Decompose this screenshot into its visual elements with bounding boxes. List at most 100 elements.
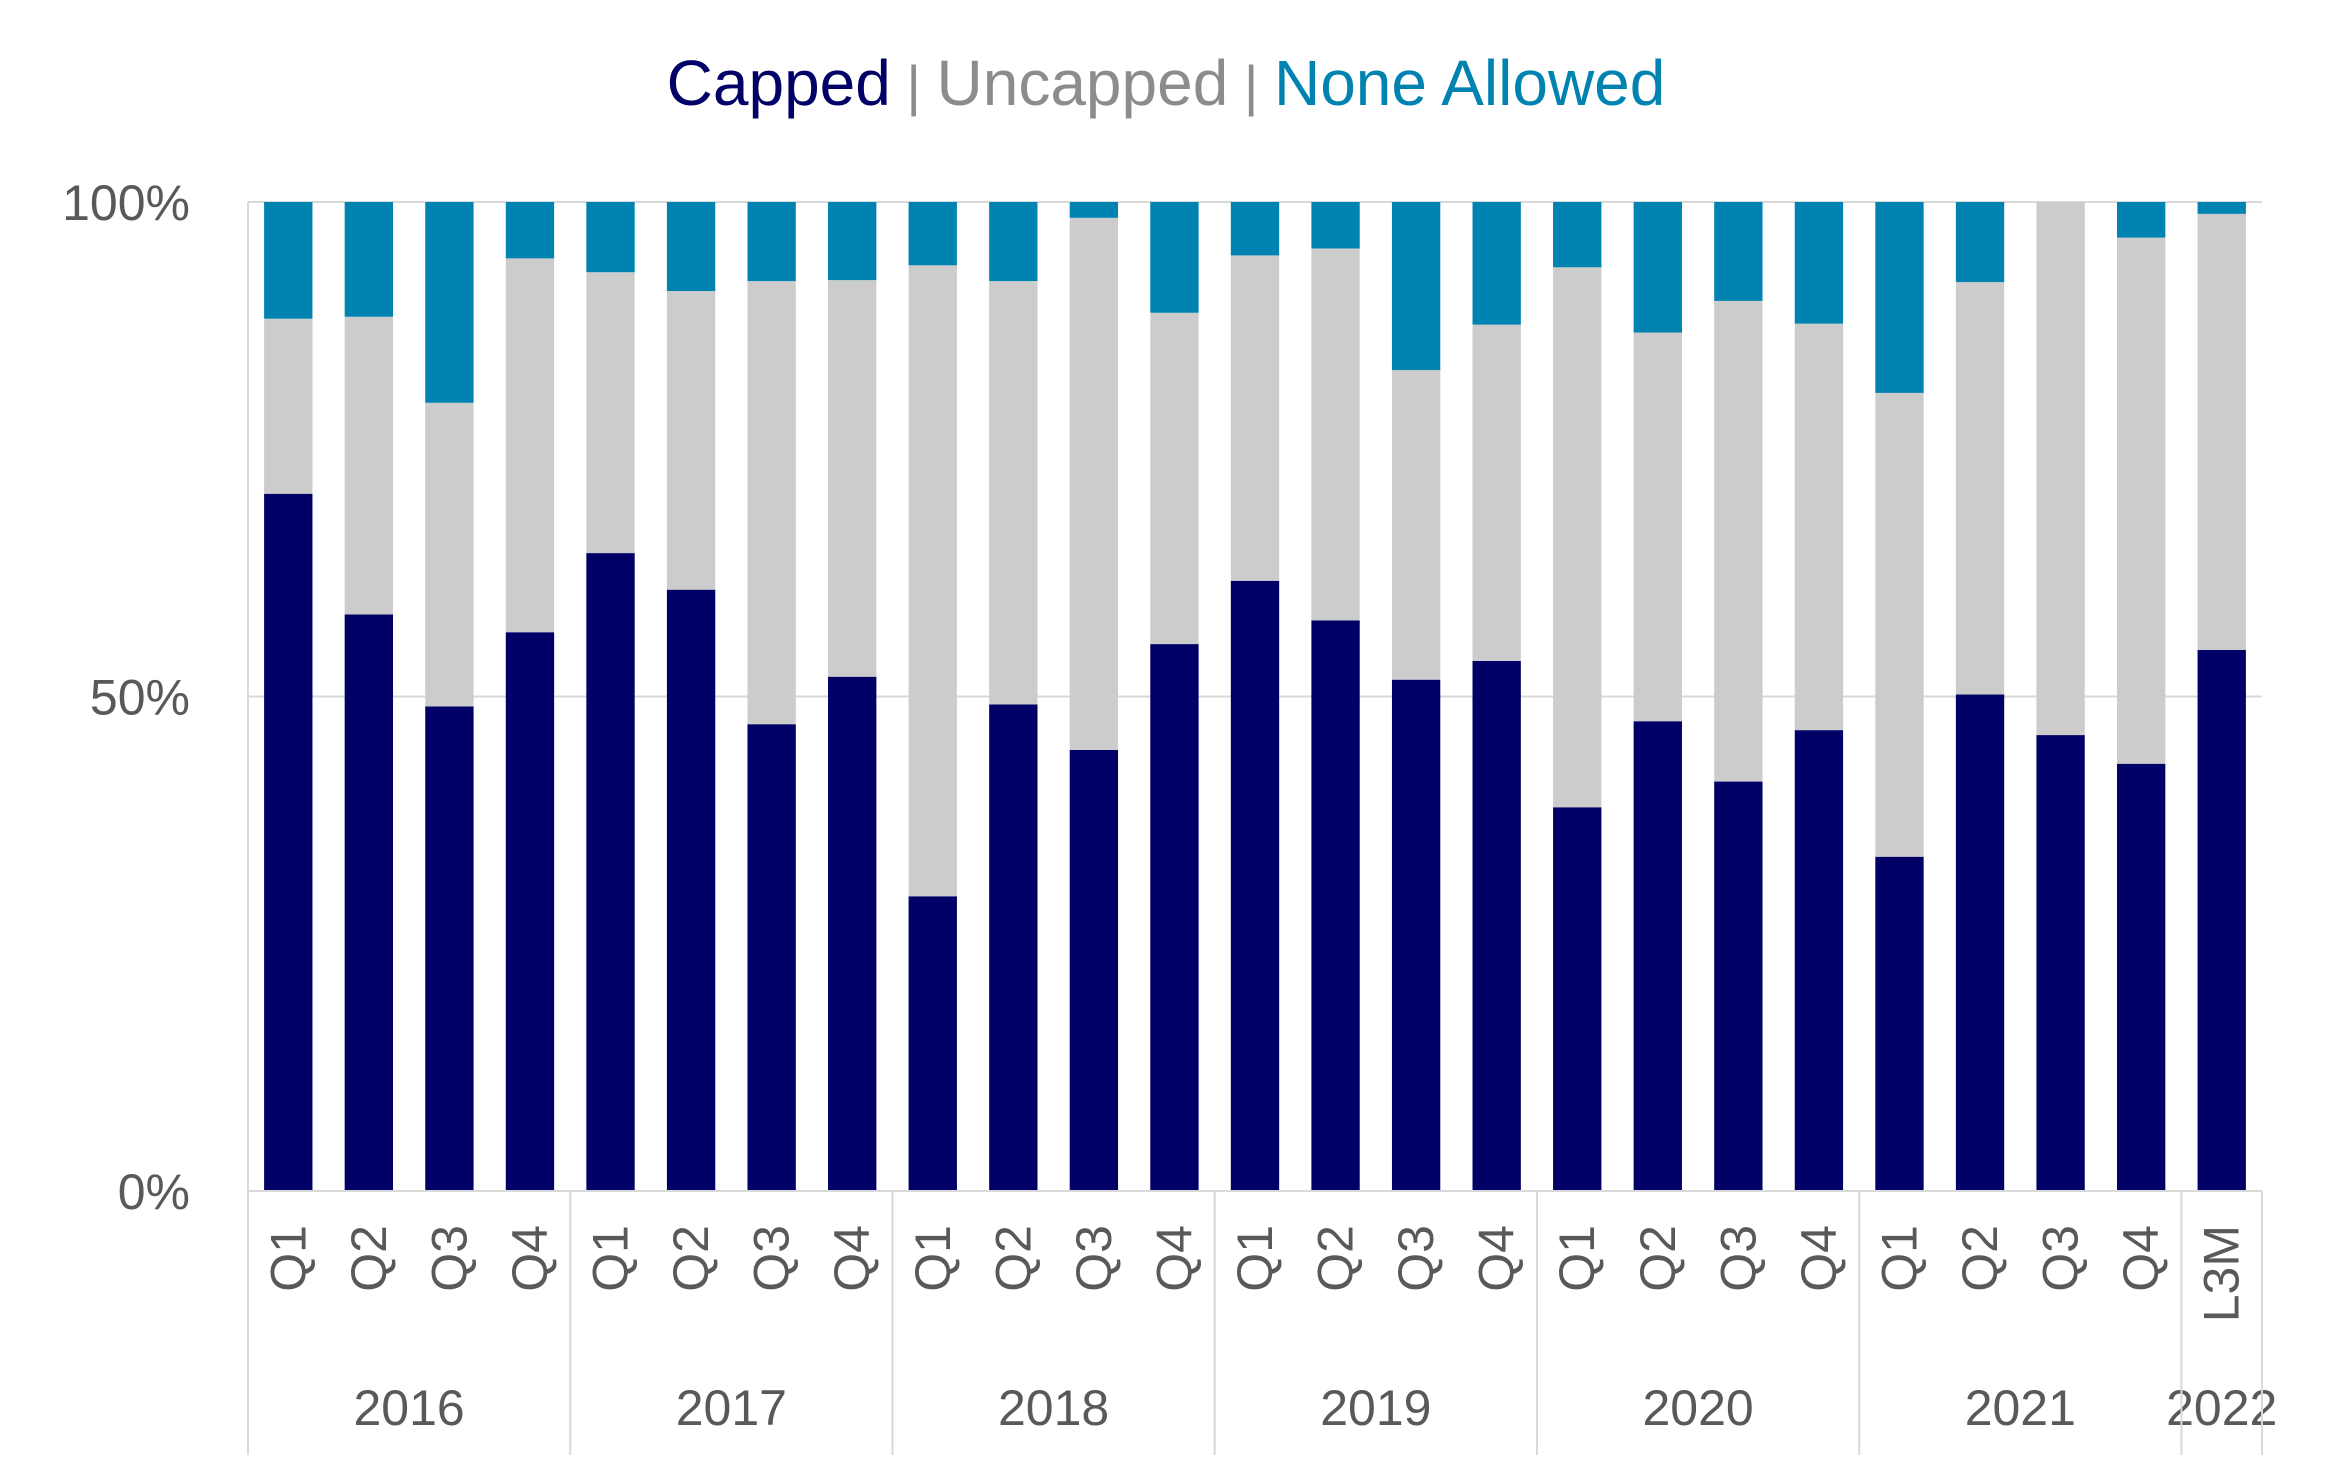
bar-none-allowed — [586, 202, 635, 273]
x-tick-label: Q4 — [1791, 1225, 1847, 1292]
bar-uncapped — [1955, 282, 2005, 695]
bar-none-allowed — [989, 202, 1038, 282]
x-tick-label: Q2 — [985, 1225, 1041, 1292]
bar-uncapped — [425, 402, 474, 707]
x-tick-label: Q3 — [744, 1225, 800, 1292]
bar-uncapped — [1230, 255, 1280, 581]
bar-capped — [1875, 856, 1924, 1191]
bar-capped — [2197, 650, 2246, 1191]
bar-uncapped — [828, 280, 877, 677]
bar-none-allowed — [505, 202, 555, 259]
bar-none-allowed — [264, 202, 313, 319]
bar-capped — [2116, 763, 2166, 1191]
bar-capped — [1311, 620, 1360, 1191]
bar-capped — [1955, 694, 2005, 1191]
y-tick-label: 100% — [62, 175, 190, 231]
bar-capped — [1472, 660, 1521, 1191]
x-group-label: 2016 — [354, 1380, 465, 1436]
bar-capped — [1714, 781, 1763, 1191]
bar-none-allowed — [1069, 202, 1119, 218]
x-tick-label: Q4 — [1146, 1225, 1202, 1292]
bar-uncapped — [1069, 217, 1119, 750]
x-tick-label: Q3 — [1388, 1225, 1444, 1292]
x-group-label: 2022 — [2166, 1380, 2277, 1436]
x-tick-label: Q2 — [1952, 1225, 2008, 1292]
y-tick-label: 50% — [90, 670, 190, 726]
chart-legend: Capped | Uncapped | None Allowed — [667, 47, 1666, 119]
bar-capped — [828, 676, 877, 1191]
legend-item-uncapped: Uncapped — [937, 47, 1229, 119]
bar-none-allowed — [1472, 202, 1521, 325]
bar-none-allowed — [1955, 202, 2005, 283]
bar-capped — [425, 706, 474, 1191]
bar-uncapped — [2036, 202, 2085, 736]
bar-capped — [989, 704, 1038, 1191]
bar-capped — [1633, 721, 1682, 1191]
x-tick-label: Q1 — [1549, 1225, 1605, 1292]
bar-uncapped — [344, 316, 394, 615]
x-group-label: 2017 — [676, 1380, 787, 1436]
bar-uncapped — [1391, 370, 1441, 680]
bar-capped — [666, 589, 716, 1191]
bar-capped — [1230, 580, 1280, 1191]
bar-capped — [1553, 807, 1602, 1191]
bar-none-allowed — [1714, 202, 1763, 301]
bar-uncapped — [1150, 312, 1199, 645]
bar-none-allowed — [1230, 202, 1280, 256]
x-tick-label: Q4 — [1469, 1225, 1525, 1292]
x-tick-label: Q3 — [421, 1225, 477, 1292]
x-group-label: 2021 — [1965, 1380, 2076, 1436]
legend-separator: | — [1228, 54, 1274, 117]
bar-none-allowed — [344, 202, 394, 317]
bar-uncapped — [1553, 267, 1602, 808]
x-tick-label: Q1 — [1227, 1225, 1283, 1292]
x-tick-label: Q4 — [2113, 1225, 2169, 1292]
bar-uncapped — [1714, 300, 1763, 782]
bar-capped — [1069, 749, 1119, 1191]
bar-capped — [264, 493, 313, 1191]
bar-capped — [747, 724, 796, 1191]
bar-uncapped — [989, 281, 1038, 705]
x-group-label: 2020 — [1642, 1380, 1753, 1436]
x-group-label: 2018 — [998, 1380, 1109, 1436]
bar-capped — [1794, 730, 1844, 1191]
bar-uncapped — [2116, 237, 2166, 764]
bar-uncapped — [2197, 213, 2246, 651]
bar-none-allowed — [1633, 202, 1682, 333]
bar-none-allowed — [1150, 202, 1199, 313]
x-tick-label: Q1 — [1871, 1225, 1927, 1292]
bar-uncapped — [908, 265, 957, 897]
x-tick-label: Q3 — [2033, 1225, 2089, 1292]
bar-none-allowed — [1875, 202, 1924, 393]
bar-capped — [908, 896, 957, 1191]
bar-uncapped — [586, 272, 635, 554]
legend-item-none-allowed: None Allowed — [1274, 47, 1665, 119]
legend-item-capped: Capped — [667, 47, 891, 119]
bar-uncapped — [1875, 392, 1924, 857]
bar-none-allowed — [908, 202, 957, 266]
x-tick-label: Q1 — [260, 1225, 316, 1292]
bar-capped — [1391, 679, 1441, 1191]
bar-none-allowed — [1794, 202, 1844, 324]
bar-none-allowed — [1553, 202, 1602, 268]
x-tick-label: Q2 — [1308, 1225, 1364, 1292]
bar-none-allowed — [666, 202, 716, 292]
bar-capped — [1150, 644, 1199, 1191]
bars — [264, 202, 2246, 1191]
bar-none-allowed — [425, 202, 474, 403]
bar-none-allowed — [1311, 202, 1360, 249]
bar-uncapped — [747, 281, 796, 725]
legend-title: Capped | Uncapped | None Allowed — [667, 47, 1666, 119]
bar-uncapped — [1633, 332, 1682, 722]
bar-capped — [2036, 735, 2085, 1191]
axes: 0% 50% 100% Q1 Q2 Q3 Q4 Q1 Q2 Q3 Q4 Q1 Q2 Q3 Q4 Q1 Q2 Q3 Q… — [62, 175, 2277, 1455]
bar-capped — [505, 632, 555, 1191]
bar-uncapped — [1311, 248, 1360, 621]
bar-none-allowed — [2197, 202, 2246, 214]
x-tick-label: Q2 — [341, 1225, 397, 1292]
x-tick-label: Q4 — [824, 1225, 880, 1292]
bar-uncapped — [1794, 323, 1844, 731]
bar-capped — [586, 553, 635, 1191]
bar-uncapped — [1472, 324, 1521, 661]
